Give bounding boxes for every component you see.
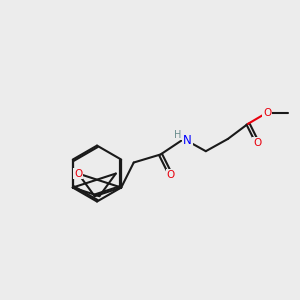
Text: O: O <box>74 169 82 178</box>
Text: N: N <box>183 134 192 147</box>
Text: O: O <box>167 169 175 179</box>
Text: O: O <box>263 107 272 118</box>
Text: O: O <box>253 138 262 148</box>
Text: H: H <box>174 130 181 140</box>
